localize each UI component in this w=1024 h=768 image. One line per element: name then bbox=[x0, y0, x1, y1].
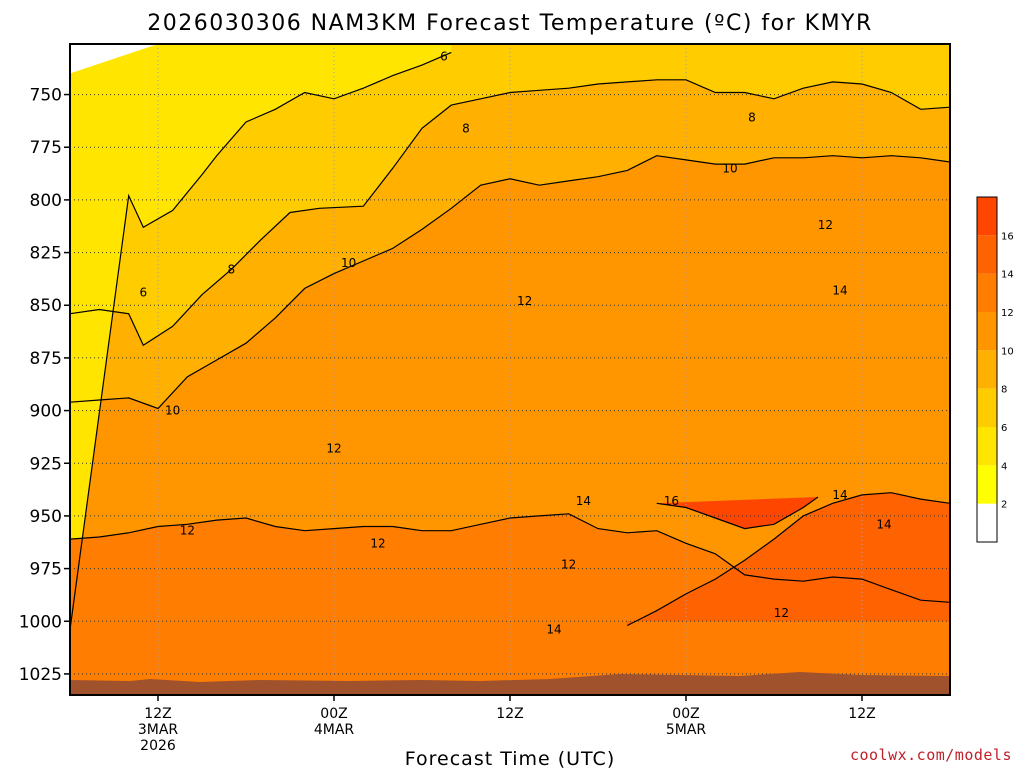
x-tick-label: 12Z bbox=[848, 706, 875, 722]
colorbar-swatch bbox=[977, 312, 997, 351]
isotherm-contours bbox=[70, 51, 950, 630]
gridlines bbox=[70, 44, 950, 695]
isotherm-label: 14 bbox=[576, 494, 591, 508]
isotherm-label: 14 bbox=[876, 517, 891, 531]
y-tick-label: 850 bbox=[30, 296, 62, 316]
x-tick-label: 3MAR bbox=[138, 722, 179, 738]
y-tick-label: 875 bbox=[30, 349, 62, 369]
colorbar-swatch bbox=[977, 388, 997, 427]
colorbar-swatch bbox=[977, 235, 997, 274]
isotherm-label: 12 bbox=[517, 294, 532, 308]
isotherm-8 bbox=[70, 79, 950, 347]
fill-band-14C bbox=[627, 492, 950, 626]
colorbar-swatch bbox=[977, 503, 997, 542]
y-tick-label: 925 bbox=[30, 454, 62, 474]
y-tick-label: 900 bbox=[30, 402, 62, 422]
y-tick-label: 1025 bbox=[19, 665, 62, 685]
colorbar-label: 14 bbox=[1001, 270, 1014, 281]
colorbar-label: 4 bbox=[1001, 461, 1007, 472]
credit-link[interactable]: coolwx.com/models bbox=[850, 746, 1012, 764]
y-axis: 750 775 800 825 850 875 900 925 950 975 1000 1025 bbox=[19, 86, 70, 685]
isotherm-6 bbox=[70, 51, 452, 630]
isotherm-label: 16 bbox=[664, 494, 679, 508]
colorbar-swatch bbox=[977, 350, 997, 389]
fill-band-16C bbox=[656, 497, 818, 529]
isotherm-label: 6 bbox=[140, 286, 148, 300]
isotherm-16 bbox=[656, 496, 819, 530]
colorbar-label: 12 bbox=[1001, 308, 1014, 319]
x-tick-label: 12Z bbox=[496, 706, 523, 722]
fill-band-6C bbox=[70, 44, 950, 346]
colorbar-label: 2 bbox=[1001, 500, 1007, 511]
x-tick-label: 12Z bbox=[144, 706, 171, 722]
colorbar-label: 6 bbox=[1001, 423, 1007, 434]
y-tick-label: 825 bbox=[30, 244, 62, 264]
x-tick-label: 5MAR bbox=[666, 722, 707, 738]
colorbar-swatch bbox=[977, 465, 997, 504]
isotherm-label: 10 bbox=[341, 256, 356, 270]
isotherm-label: 14 bbox=[832, 283, 847, 297]
chart-title: 2026030306 NAM3KM Forecast Temperature (… bbox=[147, 11, 873, 36]
isotherm-10 bbox=[70, 155, 950, 410]
isotherm-label: 12 bbox=[561, 557, 576, 571]
y-tick-label: 775 bbox=[30, 138, 62, 158]
x-tick-label: 4MAR bbox=[314, 722, 355, 738]
x-axis-title: Forecast Time (UTC) bbox=[405, 748, 615, 768]
y-tick-label: 800 bbox=[30, 191, 62, 211]
isotherm-label: 8 bbox=[462, 121, 470, 135]
isotherm-labels: 6 6 8 8 8 10 10 10 12 12 12 12 12 12 12 14 14 14 14 14 16 bbox=[140, 50, 892, 637]
colorbar-swatch bbox=[977, 273, 997, 312]
isotherm-label: 8 bbox=[748, 111, 756, 125]
x-tick-label: 00Z bbox=[320, 706, 347, 722]
isotherm-label: 10 bbox=[165, 404, 180, 418]
isotherm-label: 12 bbox=[180, 524, 195, 538]
colorbar-label: 16 bbox=[1001, 231, 1014, 242]
y-tick-label: 975 bbox=[30, 560, 62, 580]
fill-band-0C bbox=[70, 44, 158, 74]
isotherm-14 bbox=[627, 492, 950, 627]
colorbar: 2 4 6 8 10 12 14 16 bbox=[976, 196, 1014, 543]
isotherm-label: 12 bbox=[370, 536, 385, 550]
isotherm-label: 12 bbox=[326, 442, 341, 456]
y-tick-label: 750 bbox=[30, 86, 62, 106]
isotherm-label: 14 bbox=[546, 623, 561, 637]
x-tick-label: 2026 bbox=[140, 738, 176, 754]
colorbar-swatch bbox=[977, 427, 997, 466]
plot-area: 6 6 8 8 8 10 10 10 12 12 12 12 12 12 12 14 14 14 14 14 16 bbox=[70, 44, 950, 695]
x-tick-label: 00Z bbox=[672, 706, 699, 722]
y-tick-label: 950 bbox=[30, 507, 62, 527]
colorbar-label: 10 bbox=[1001, 346, 1014, 357]
colorbar-swatch bbox=[977, 197, 997, 236]
isotherm-12 bbox=[70, 513, 950, 603]
isotherm-label: 8 bbox=[228, 262, 236, 276]
colorbar-frame bbox=[976, 196, 998, 543]
isotherm-label: 12 bbox=[774, 606, 789, 620]
isotherm-label: 12 bbox=[818, 218, 833, 232]
isotherm-label: 6 bbox=[440, 50, 448, 64]
y-tick-label: 1000 bbox=[19, 612, 62, 632]
ground-surface bbox=[70, 672, 950, 695]
colorbar-label: 8 bbox=[1001, 385, 1007, 396]
isotherm-label: 10 bbox=[722, 161, 737, 175]
isotherm-label: 14 bbox=[832, 488, 847, 502]
fill-band-4C bbox=[70, 44, 950, 630]
